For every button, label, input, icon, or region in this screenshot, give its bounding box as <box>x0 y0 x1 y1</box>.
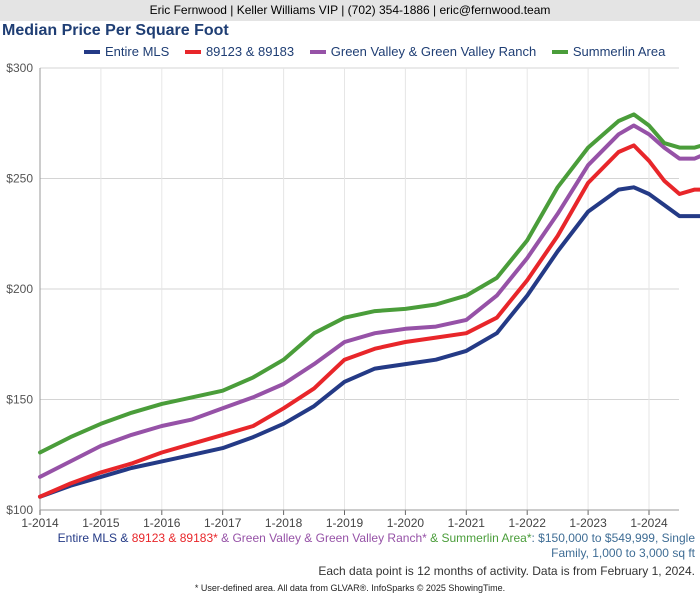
x-tick-label: 1-2023 <box>569 516 607 530</box>
x-tick-label: 1-2020 <box>387 516 425 530</box>
criteria-amp-1: & <box>117 531 132 545</box>
criteria-amp-2: & <box>217 531 233 545</box>
series-line-entire-mls <box>38 185 700 499</box>
criteria-green-valley: Green Valley & Green Valley Ranch* <box>232 531 427 545</box>
criteria-entire-mls: Entire MLS <box>57 531 118 545</box>
series-line-89123-89183 <box>38 143 700 499</box>
criteria-line-2: Family, 1,000 to 3,000 sq ft <box>551 546 695 560</box>
chart-title: Median Price Per Square Foot <box>2 22 229 39</box>
x-tick-label: 1-2016 <box>143 516 181 530</box>
x-tick-label: 1-2018 <box>265 516 303 530</box>
y-tick-label: $200 <box>6 282 33 296</box>
contact-header: Eric Fernwood | Keller Williams VIP | (7… <box>0 0 700 21</box>
legend-label-summerlin: Summerlin Area <box>572 44 666 59</box>
x-tick-label: 1-2021 <box>448 516 486 530</box>
legend-swatch-green-valley <box>309 49 326 54</box>
activity-note: Each data point is 12 months of activity… <box>318 564 695 578</box>
legend-label-entire-mls: Entire MLS <box>105 44 170 59</box>
series-line-green-valley-green-valley-ranch <box>38 123 700 479</box>
y-tick-label: $300 <box>6 61 33 75</box>
legend-item-entire-mls: Entire MLS <box>84 44 169 59</box>
legend-item-summerlin: Summerlin Area <box>551 44 666 59</box>
x-tick-label: 1-2024 <box>630 516 668 530</box>
x-tick-label: 1-2014 <box>21 516 59 530</box>
x-tick-label: 1-2017 <box>204 516 242 530</box>
criteria-amp-3: & <box>426 531 442 545</box>
legend-label-89123-89183: 89123 & 89183 <box>205 44 295 59</box>
criteria-summerlin: Summerlin Area* <box>441 531 532 545</box>
legend-item-89123-89183: 89123 & 89183 <box>184 44 295 59</box>
legend-swatch-89123-89183 <box>184 49 201 54</box>
legend-item-green-valley: Green Valley & Green Valley Ranch <box>309 44 537 59</box>
series-line-summerlin-area <box>38 112 700 455</box>
x-tick-label: 1-2015 <box>82 516 120 530</box>
y-tick-label: $150 <box>6 393 33 407</box>
y-tick-label: $100 <box>6 503 33 517</box>
criteria-line-1: Entire MLS & 89123 & 89183* & Green Vall… <box>58 531 695 545</box>
x-tick-label: 1-2022 <box>509 516 547 530</box>
legend-label-green-valley: Green Valley & Green Valley Ranch <box>330 44 537 59</box>
y-tick-label: $250 <box>6 172 33 186</box>
criteria-price-range: : $150,000 to $549,999, Single <box>531 531 695 545</box>
legend: Entire MLS 89123 & 89183 Green Valley & … <box>84 44 677 59</box>
criteria-89123-89183: 89123 & 89183* <box>131 531 218 545</box>
x-tick-label: 1-2019 <box>326 516 364 530</box>
legend-swatch-entire-mls <box>84 49 100 54</box>
footer-note: * User-defined area. All data from GLVAR… <box>194 583 506 593</box>
legend-swatch-summerlin <box>551 49 568 54</box>
